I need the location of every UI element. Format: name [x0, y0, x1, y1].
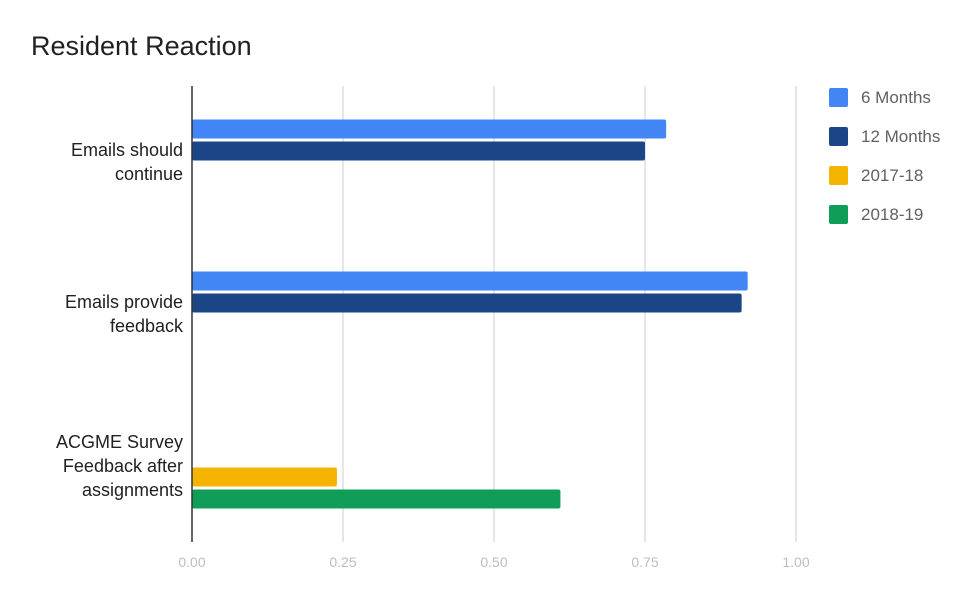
category-label: assignments — [82, 480, 183, 500]
x-tick-label: 0.50 — [480, 554, 507, 570]
legend-swatch — [829, 127, 848, 146]
x-tick-label: 1.00 — [782, 554, 809, 570]
bar — [192, 467, 337, 487]
x-tick-label: 0.00 — [178, 554, 205, 570]
category-label: continue — [115, 164, 183, 184]
category-label: Emails should — [71, 140, 183, 160]
x-tick-label: 0.75 — [631, 554, 658, 570]
legend: 6 Months 12 Months 2017-18 2018-19 — [829, 88, 940, 224]
legend-swatch — [829, 88, 848, 107]
legend-label: 12 Months — [861, 127, 940, 146]
legend-swatch — [829, 205, 848, 224]
category-label: Feedback after — [63, 456, 183, 476]
bar-layer — [192, 119, 748, 509]
category-label: ACGME Survey — [56, 432, 183, 452]
label-layer: 0.00 0.25 0.50 0.75 1.00 Emails should continu… — [56, 140, 810, 570]
bar — [192, 119, 667, 139]
category-label: Emails provide — [65, 292, 183, 312]
category-label: feedback — [110, 316, 184, 336]
x-tick-label: 0.25 — [329, 554, 356, 570]
legend-label: 2018-19 — [861, 205, 923, 224]
legend-label: 2017-18 — [861, 166, 923, 185]
grid-layer — [342, 86, 797, 542]
legend-label: 6 Months — [861, 88, 931, 107]
legend-swatch — [829, 166, 848, 185]
bar — [192, 293, 742, 313]
bar — [192, 141, 645, 161]
bar — [192, 489, 561, 509]
chart-title: Resident Reaction — [31, 31, 252, 61]
bar — [192, 271, 748, 291]
